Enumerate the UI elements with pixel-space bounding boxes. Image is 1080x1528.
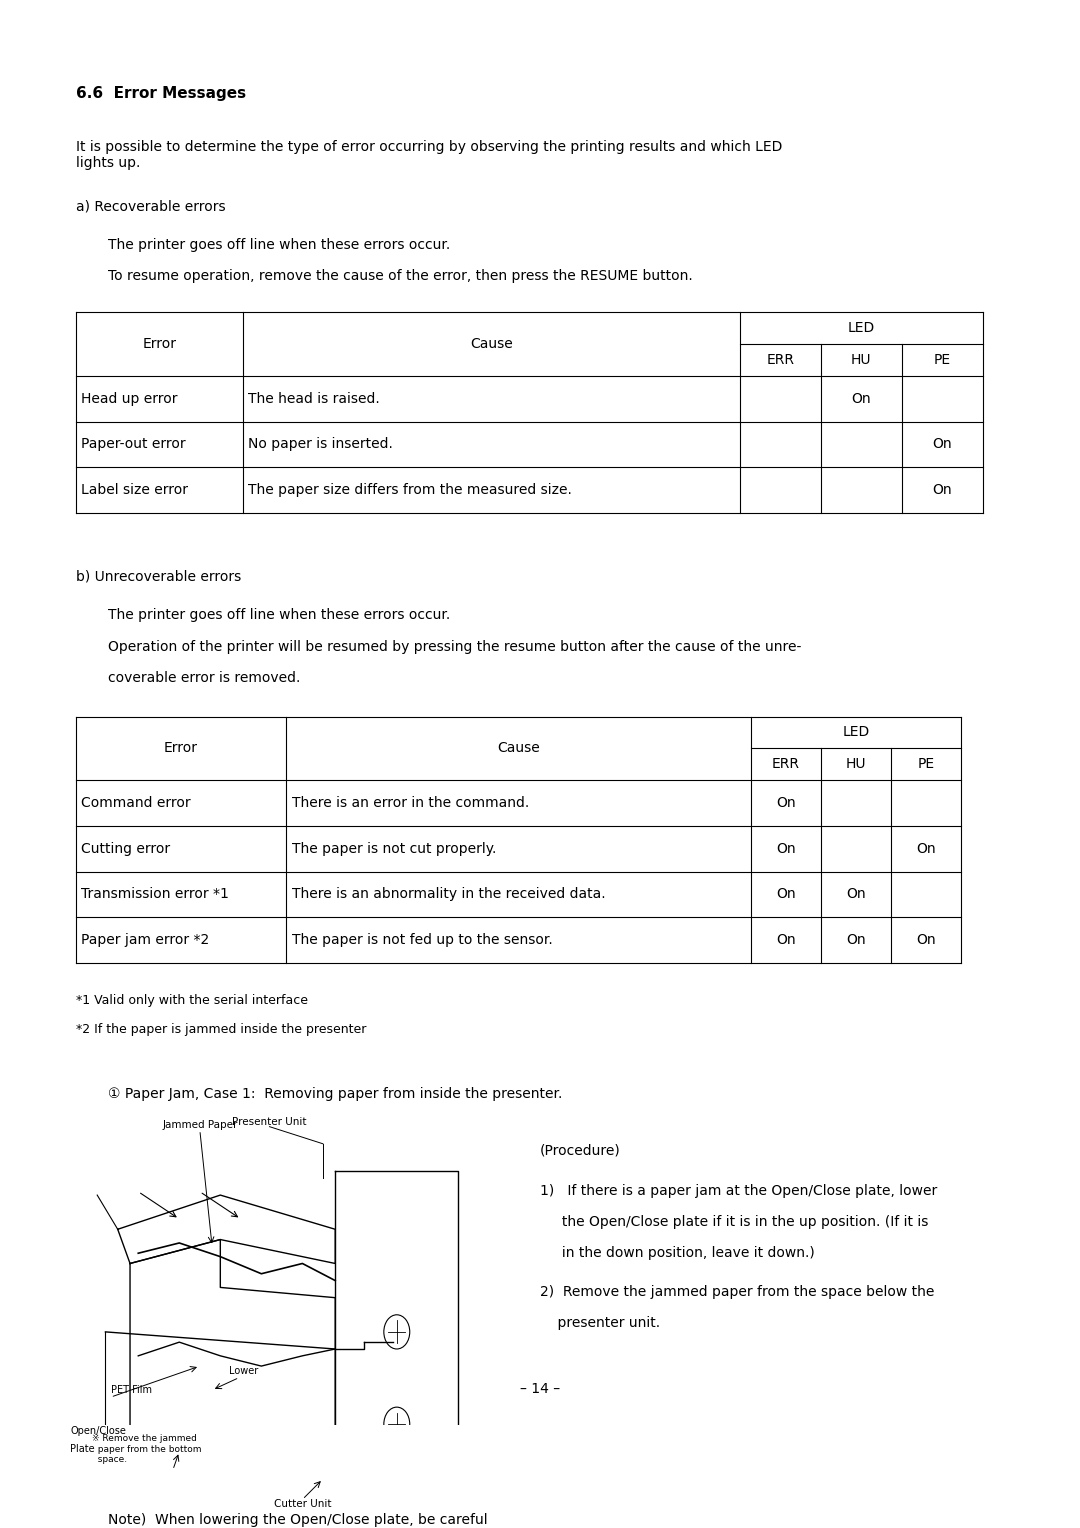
Text: Lower: Lower (229, 1366, 258, 1377)
Text: Operation of the printer will be resumed by pressing the resume button after the: Operation of the printer will be resumed… (108, 640, 801, 654)
Text: The head is raised.: The head is raised. (248, 391, 380, 406)
Text: On: On (916, 934, 936, 947)
Text: Paper jam error *2: Paper jam error *2 (81, 934, 210, 947)
Text: HU: HU (851, 353, 872, 367)
Text: On: On (932, 437, 953, 451)
Text: Cutting error: Cutting error (81, 842, 171, 856)
Text: The paper is not cut properly.: The paper is not cut properly. (292, 842, 496, 856)
Text: It is possible to determine the type of error occurring by observing the printin: It is possible to determine the type of … (76, 139, 782, 170)
FancyBboxPatch shape (383, 1450, 409, 1473)
Text: The paper is not fed up to the sensor.: The paper is not fed up to the sensor. (292, 934, 552, 947)
Text: in the down position, leave it down.): in the down position, leave it down.) (540, 1247, 814, 1261)
Text: presenter unit.: presenter unit. (540, 1316, 660, 1331)
Text: PET Film: PET Film (110, 1384, 151, 1395)
Text: Head up error: Head up error (81, 391, 177, 406)
Text: *1 Valid only with the serial interface: *1 Valid only with the serial interface (76, 995, 308, 1007)
Text: The paper size differs from the measured size.: The paper size differs from the measured… (248, 483, 572, 497)
Text: *2 If the paper is jammed inside the presenter: *2 If the paper is jammed inside the pre… (76, 1022, 366, 1036)
Text: Cause: Cause (497, 741, 540, 755)
Text: ① Paper Jam, Case 1:  Removing paper from inside the presenter.: ① Paper Jam, Case 1: Removing paper from… (108, 1086, 563, 1100)
Text: On: On (846, 934, 866, 947)
Text: Label size error: Label size error (81, 483, 188, 497)
Text: b) Unrecoverable errors: b) Unrecoverable errors (76, 570, 241, 584)
Text: a) Recoverable errors: a) Recoverable errors (76, 200, 226, 214)
Text: Error: Error (164, 741, 198, 755)
Text: On: On (775, 842, 796, 856)
Text: There is an error in the command.: There is an error in the command. (292, 796, 529, 810)
Text: Open/Close: Open/Close (70, 1426, 126, 1436)
Text: To resume operation, remove the cause of the error, then press the RESUME button: To resume operation, remove the cause of… (108, 269, 692, 283)
Text: HU: HU (846, 758, 866, 772)
Text: Jammed Paper: Jammed Paper (162, 1120, 238, 1129)
Text: coverable error is removed.: coverable error is removed. (108, 671, 300, 685)
Text: the Open/Close plate if it is in the up position. (If it is: the Open/Close plate if it is in the up … (540, 1215, 929, 1229)
Text: ※ Remove the jammed
  paper from the bottom
  space.: ※ Remove the jammed paper from the botto… (92, 1435, 201, 1464)
Text: On: On (916, 842, 936, 856)
Text: On: On (851, 391, 872, 406)
Text: PE: PE (934, 353, 950, 367)
Text: On: On (846, 888, 866, 902)
Text: Note)  When lowering the Open/Close plate, be careful
          not to bend the : Note) When lowering the Open/Close plate… (108, 1513, 488, 1528)
Text: On: On (775, 888, 796, 902)
Text: On: On (775, 796, 796, 810)
Text: On: On (932, 483, 953, 497)
Text: PE: PE (918, 758, 934, 772)
Text: On: On (775, 934, 796, 947)
Text: Cutter Unit: Cutter Unit (273, 1499, 332, 1510)
Text: 2)  Remove the jammed paper from the space below the: 2) Remove the jammed paper from the spac… (540, 1285, 934, 1299)
Text: There is an abnormality in the received data.: There is an abnormality in the received … (292, 888, 605, 902)
Text: Transmission error *1: Transmission error *1 (81, 888, 229, 902)
Text: 6.6  Error Messages: 6.6 Error Messages (76, 86, 246, 101)
Text: Cause: Cause (470, 338, 513, 351)
Text: LED: LED (842, 726, 869, 740)
Text: No paper is inserted.: No paper is inserted. (248, 437, 393, 451)
Text: ERR: ERR (767, 353, 794, 367)
Text: ERR: ERR (772, 758, 799, 772)
Text: Plate: Plate (70, 1444, 95, 1455)
Text: (Procedure): (Procedure) (540, 1144, 621, 1158)
Text: Error: Error (143, 338, 176, 351)
Text: LED: LED (848, 321, 875, 335)
Text: Command error: Command error (81, 796, 191, 810)
Text: – 14 –: – 14 – (519, 1383, 561, 1397)
Text: Presenter Unit: Presenter Unit (232, 1117, 307, 1126)
Text: 1)   If there is a paper jam at the Open/Close plate, lower: 1) If there is a paper jam at the Open/C… (540, 1184, 937, 1198)
Text: The printer goes off line when these errors occur.: The printer goes off line when these err… (108, 238, 450, 252)
Text: The printer goes off line when these errors occur.: The printer goes off line when these err… (108, 608, 450, 622)
Text: Paper-out error: Paper-out error (81, 437, 186, 451)
